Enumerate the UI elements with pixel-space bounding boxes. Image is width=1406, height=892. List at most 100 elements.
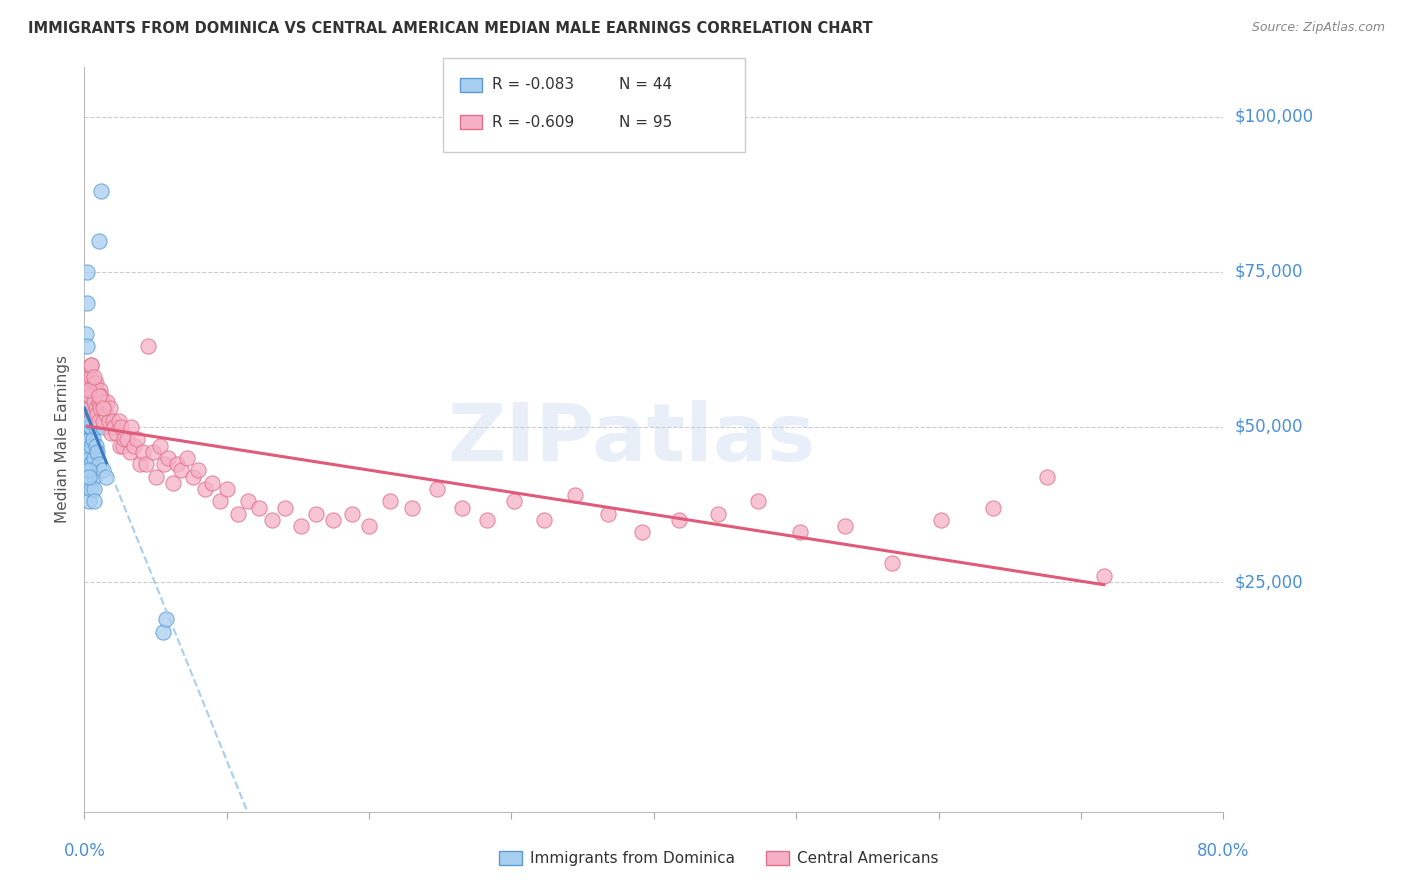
Point	[84, 401, 107, 416]
Point	[94, 408, 117, 422]
Point	[880, 557, 903, 571]
Point	[75, 432, 97, 446]
Point	[128, 457, 150, 471]
Point	[87, 457, 110, 471]
Point	[77, 463, 100, 477]
Point	[426, 482, 449, 496]
Point	[450, 500, 472, 515]
Text: ZIPatlas: ZIPatlas	[447, 401, 815, 478]
Point	[80, 482, 103, 496]
Text: N = 44: N = 44	[619, 78, 672, 92]
Point	[166, 457, 188, 471]
Point	[564, 488, 586, 502]
Point	[79, 450, 101, 465]
Point	[170, 463, 193, 477]
Point	[91, 414, 114, 428]
Point	[226, 507, 249, 521]
Point	[87, 389, 110, 403]
Point	[77, 475, 100, 490]
Point	[77, 370, 100, 384]
Point	[86, 383, 108, 397]
Point	[86, 444, 108, 458]
Point	[77, 408, 100, 422]
Text: $50,000: $50,000	[1234, 417, 1303, 436]
Point	[82, 408, 104, 422]
Point	[181, 469, 204, 483]
Point	[89, 401, 111, 416]
Point	[208, 494, 231, 508]
Point	[83, 395, 105, 409]
Point	[86, 408, 108, 422]
Point	[598, 507, 620, 521]
Point	[1092, 569, 1115, 583]
Point	[84, 420, 107, 434]
Point	[87, 414, 110, 428]
Point	[77, 457, 100, 471]
Point	[103, 420, 125, 434]
Point	[83, 450, 105, 465]
Point	[152, 624, 174, 639]
Text: N = 95: N = 95	[619, 115, 672, 129]
Text: $75,000: $75,000	[1234, 263, 1303, 281]
Point	[91, 463, 114, 477]
Point	[80, 408, 103, 422]
Point	[75, 438, 97, 452]
Point	[89, 383, 111, 397]
Point	[138, 339, 160, 353]
Point	[162, 475, 184, 490]
Text: Immigrants from Dominica: Immigrants from Dominica	[530, 851, 735, 865]
Point	[83, 482, 105, 496]
Point	[93, 401, 115, 416]
Point	[79, 420, 101, 434]
Point	[834, 519, 856, 533]
Point	[75, 326, 97, 341]
Point	[98, 401, 121, 416]
Point	[79, 376, 101, 391]
Point	[380, 494, 402, 508]
Point	[107, 414, 129, 428]
Point	[236, 494, 259, 508]
Point	[157, 450, 180, 465]
Point	[76, 383, 98, 397]
Point	[477, 513, 499, 527]
Point	[91, 395, 114, 409]
Point	[83, 370, 105, 384]
Text: $100,000: $100,000	[1234, 108, 1313, 126]
Point	[187, 463, 209, 477]
Point	[142, 444, 165, 458]
Point	[80, 420, 103, 434]
Point	[97, 414, 120, 428]
Point	[115, 432, 138, 446]
Point	[290, 519, 312, 533]
Point	[122, 438, 145, 452]
Point	[83, 469, 105, 483]
Text: Source: ZipAtlas.com: Source: ZipAtlas.com	[1251, 21, 1385, 35]
Point	[77, 432, 100, 446]
Point	[305, 507, 328, 521]
Point	[80, 358, 103, 372]
Point	[96, 395, 118, 409]
Point	[118, 444, 141, 458]
Point	[194, 482, 217, 496]
Point	[155, 612, 177, 626]
Point	[1035, 469, 1057, 483]
Point	[274, 500, 297, 515]
Point	[77, 469, 100, 483]
Point	[668, 513, 690, 527]
Point	[94, 469, 117, 483]
Point	[79, 432, 101, 446]
Point	[145, 469, 167, 483]
Text: 80.0%: 80.0%	[1197, 842, 1250, 860]
Point	[707, 507, 730, 521]
Text: Central Americans: Central Americans	[797, 851, 939, 865]
Point	[82, 389, 104, 403]
Point	[76, 265, 98, 279]
Point	[83, 376, 105, 391]
Point	[112, 432, 135, 446]
Point	[101, 414, 124, 428]
Point	[82, 383, 104, 397]
Point	[108, 438, 131, 452]
Point	[77, 463, 100, 477]
Point	[84, 376, 107, 391]
Point	[80, 358, 103, 372]
